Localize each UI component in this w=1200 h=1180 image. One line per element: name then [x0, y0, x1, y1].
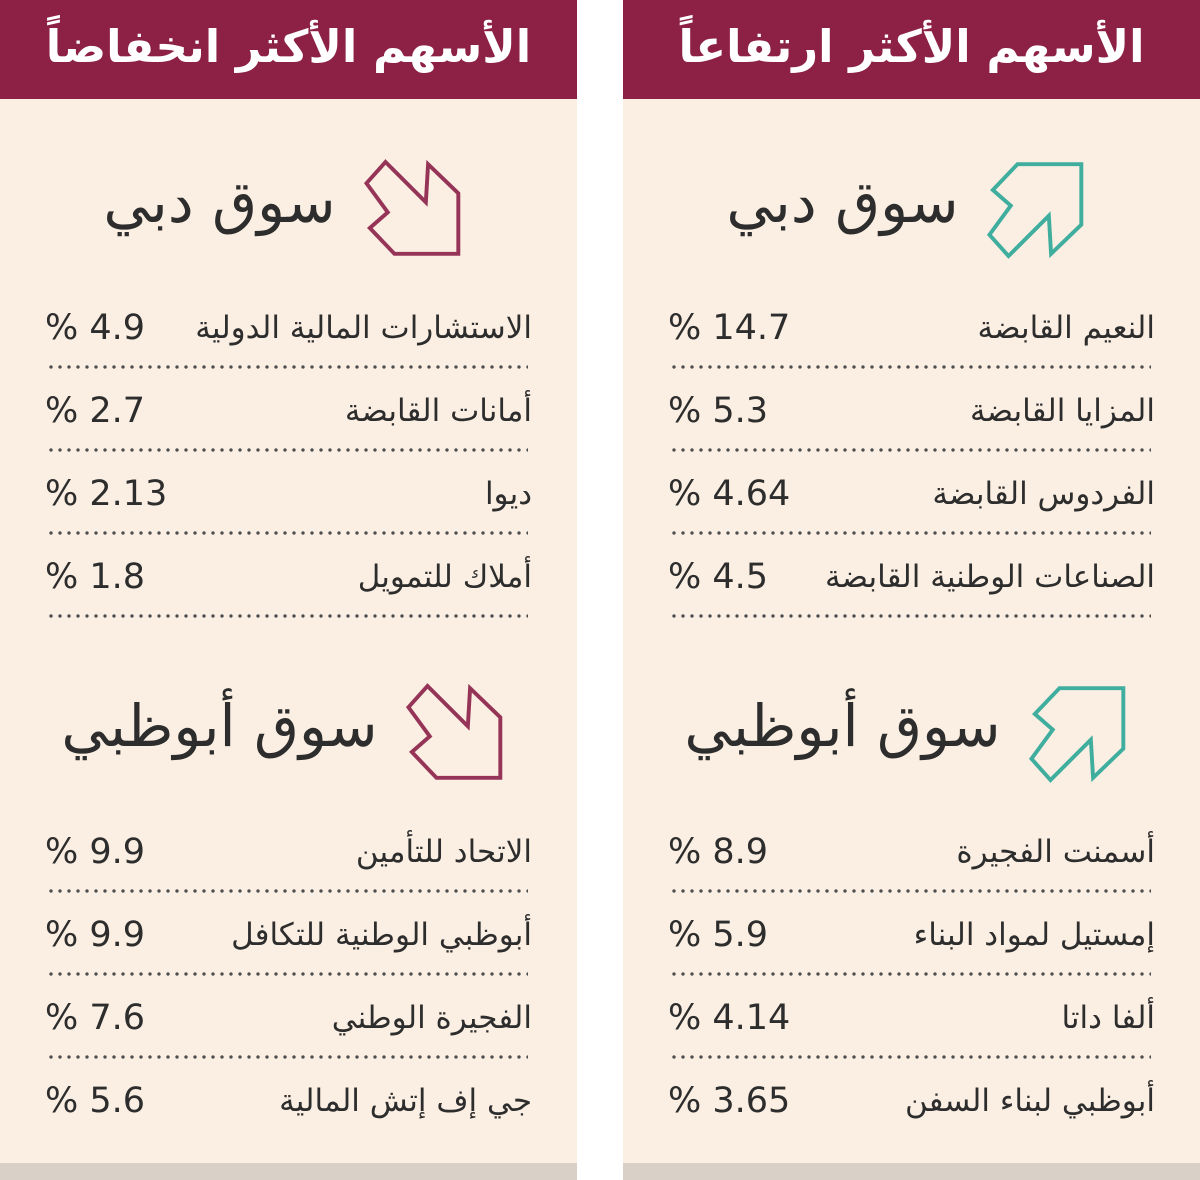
stock-change-percent: % 9.9 — [45, 831, 146, 872]
losers-header-bar: الأسهم الأكثر انخفاضاً — [0, 0, 577, 99]
gainers-dubai-section: سوق دبي النعيم القابضة % 14.7 المزايا ال… — [668, 144, 1155, 618]
stock-row: ديوا % 2.13 — [45, 452, 532, 535]
stock-change-percent: % 4.64 — [668, 473, 791, 514]
stock-row: أمانات القابضة % 2.7 — [45, 369, 532, 452]
stock-change-percent: % 8.9 — [668, 831, 769, 872]
gainers-panel-body: سوق دبي النعيم القابضة % 14.7 المزايا ال… — [623, 99, 1200, 1163]
stock-row: أبوظبي الوطنية للتكافل % 9.9 — [45, 893, 532, 976]
losers-dubai-section: سوق دبي الاستشارات المالية الدولية % 4.9… — [45, 144, 532, 618]
stock-change-percent: % 14.7 — [668, 307, 791, 348]
market-title: سوق دبي — [103, 168, 336, 236]
stock-change-percent: % 4.9 — [45, 307, 146, 348]
market-section-header: سوق أبوظبي — [45, 668, 532, 798]
stock-row: ألفا داتا % 4.14 — [668, 976, 1155, 1059]
trend-down-arrow-icon — [362, 153, 474, 265]
gainers-panel: الأسهم الأكثر ارتفاعاً سوق دبي النعيم ال… — [623, 0, 1200, 1180]
stock-change-percent: % 5.3 — [668, 390, 769, 431]
stock-name: إمستيل لمواد البناء — [913, 916, 1155, 953]
stock-name: الفردوس القابضة — [932, 475, 1155, 512]
stock-row: الصناعات الوطنية القابضة % 4.5 — [668, 535, 1155, 618]
stock-change-percent: % 3.65 — [668, 1080, 791, 1121]
trend-up-arrow-icon — [1027, 677, 1139, 789]
trend-up-arrow-icon — [985, 153, 1097, 265]
stock-row: جي إف إتش المالية % 5.6 — [45, 1059, 532, 1142]
stock-row: أملاك للتمويل % 1.8 — [45, 535, 532, 618]
footer-strip — [623, 1163, 1200, 1180]
losers-panel-title: الأسهم الأكثر انخفاضاً — [45, 20, 532, 73]
gainers-panel-title: الأسهم الأكثر ارتفاعاً — [678, 20, 1145, 73]
stock-name: الصناعات الوطنية القابضة — [825, 558, 1155, 595]
stock-name: الاتحاد للتأمين — [355, 833, 532, 870]
trend-down-arrow-icon — [404, 677, 516, 789]
losers-panel: الأسهم الأكثر انخفاضاً سوق دبي الاستشارا… — [0, 0, 577, 1180]
footer-strip — [0, 1163, 577, 1180]
stock-change-percent: % 4.5 — [668, 556, 769, 597]
stock-name: جي إف إتش المالية — [279, 1082, 532, 1119]
stock-name: ألفا داتا — [1061, 999, 1155, 1036]
stock-row: أسمنت الفجيرة % 8.9 — [668, 810, 1155, 893]
market-section-header: سوق دبي — [45, 144, 532, 274]
market-title: سوق أبوظبي — [61, 692, 378, 760]
stock-row: إمستيل لمواد البناء % 5.9 — [668, 893, 1155, 976]
stock-change-percent: % 2.7 — [45, 390, 146, 431]
market-title: سوق دبي — [726, 168, 959, 236]
stock-change-percent: % 5.6 — [45, 1080, 146, 1121]
stock-name: الفجيرة الوطني — [331, 999, 532, 1036]
stock-name: أمانات القابضة — [344, 392, 532, 429]
stock-name: ديوا — [484, 475, 532, 512]
stock-row: أبوظبي لبناء السفن % 3.65 — [668, 1059, 1155, 1142]
market-title: سوق أبوظبي — [684, 692, 1001, 760]
stock-name: المزايا القابضة — [970, 392, 1155, 429]
stock-row: الفجيرة الوطني % 7.6 — [45, 976, 532, 1059]
stock-row: الاتحاد للتأمين % 9.9 — [45, 810, 532, 893]
losers-panel-body: سوق دبي الاستشارات المالية الدولية % 4.9… — [0, 99, 577, 1163]
stock-row: الاستشارات المالية الدولية % 4.9 — [45, 286, 532, 369]
market-section-header: سوق أبوظبي — [668, 668, 1155, 798]
stock-name: أبوظبي لبناء السفن — [905, 1082, 1155, 1119]
stock-name: أملاك للتمويل — [357, 558, 532, 595]
stock-change-percent: % 4.14 — [668, 997, 791, 1038]
market-section-header: سوق دبي — [668, 144, 1155, 274]
stock-row: النعيم القابضة % 14.7 — [668, 286, 1155, 369]
gainers-header-bar: الأسهم الأكثر ارتفاعاً — [623, 0, 1200, 99]
stock-name: النعيم القابضة — [977, 309, 1155, 346]
stock-change-percent: % 5.9 — [668, 914, 769, 955]
stock-change-percent: % 1.8 — [45, 556, 146, 597]
stock-name: أبوظبي الوطنية للتكافل — [231, 916, 532, 953]
gainers-abudhabi-section: سوق أبوظبي أسمنت الفجيرة % 8.9 إمستيل لم… — [668, 668, 1155, 1142]
stock-change-percent: % 7.6 — [45, 997, 146, 1038]
stock-change-percent: % 2.13 — [45, 473, 168, 514]
stock-row: المزايا القابضة % 5.3 — [668, 369, 1155, 452]
stock-row: الفردوس القابضة % 4.64 — [668, 452, 1155, 535]
losers-abudhabi-section: سوق أبوظبي الاتحاد للتأمين % 9.9 أبوظبي … — [45, 668, 532, 1142]
stock-change-percent: % 9.9 — [45, 914, 146, 955]
stock-name: الاستشارات المالية الدولية — [195, 309, 532, 346]
stock-name: أسمنت الفجيرة — [956, 833, 1155, 870]
